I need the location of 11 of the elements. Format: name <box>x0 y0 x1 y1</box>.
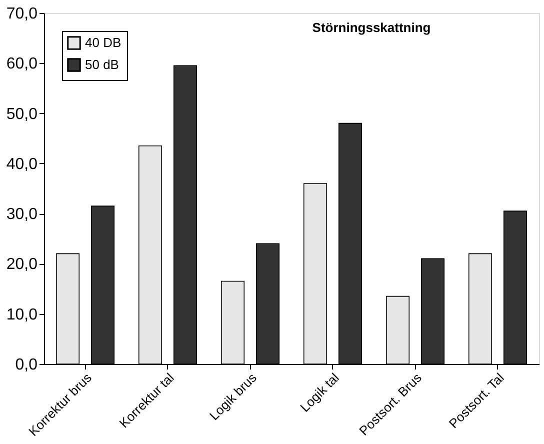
y-tick-label: 0,0 <box>15 356 38 374</box>
y-tick-label: 10,0 <box>6 306 38 324</box>
y-tick-label: 50,0 <box>6 106 38 123</box>
y-tick-label: 40,0 <box>6 156 38 173</box>
legend-label: 40 DB <box>85 35 122 50</box>
y-tick-label: 30,0 <box>6 206 38 224</box>
legend-label: 50 dB <box>85 57 119 72</box>
text: Störningsskattning <box>312 20 431 35</box>
y-tick-label: 60,0 <box>6 56 38 73</box>
y-tick-label: 20,0 <box>6 256 38 274</box>
y-tick-label: 70,0 <box>6 6 38 22</box>
